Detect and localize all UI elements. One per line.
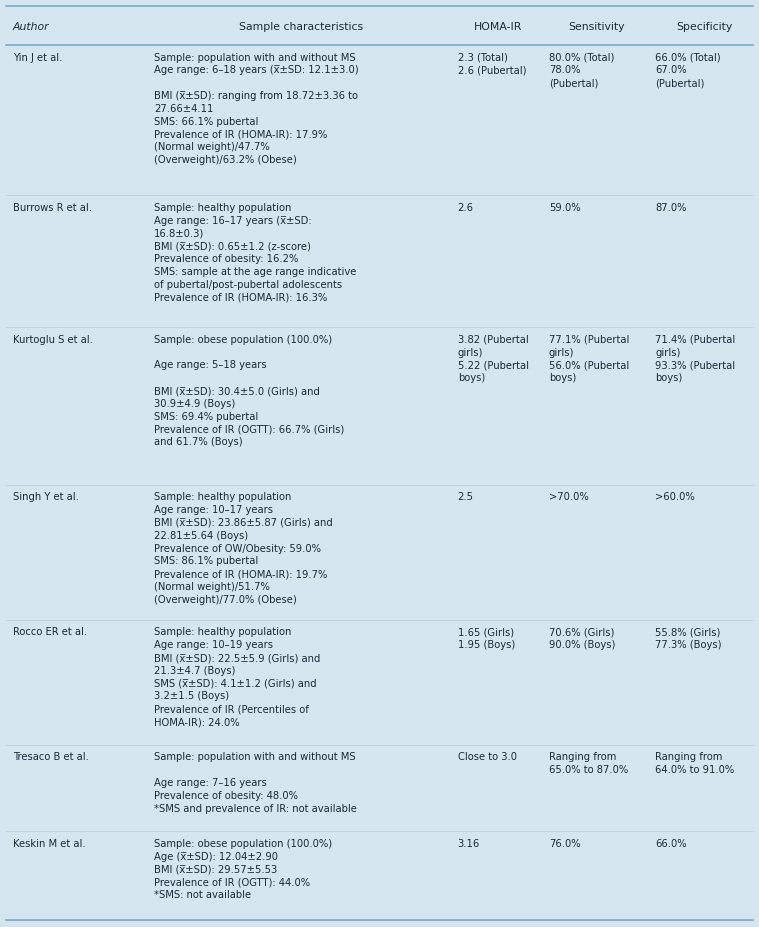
Text: 66.0%: 66.0% xyxy=(655,838,687,848)
Text: 59.0%: 59.0% xyxy=(549,203,581,212)
Text: Singh Y et al.: Singh Y et al. xyxy=(13,492,79,502)
Text: Sample: obese population (100.0%)

Age range: 5–18 years

BMI (x̅±SD): 30.4±5.0 : Sample: obese population (100.0%) Age ra… xyxy=(154,335,345,447)
Text: Kurtoglu S et al.: Kurtoglu S et al. xyxy=(13,335,93,345)
Text: 71.4% (Pubertal
girls)
93.3% (Pubertal
boys): 71.4% (Pubertal girls) 93.3% (Pubertal b… xyxy=(655,335,735,383)
Text: 87.0%: 87.0% xyxy=(655,203,687,212)
Text: 77.1% (Pubertal
girls)
56.0% (Pubertal
boys): 77.1% (Pubertal girls) 56.0% (Pubertal b… xyxy=(549,335,629,383)
Text: Sensitivity: Sensitivity xyxy=(568,21,625,32)
Text: Sample: obese population (100.0%)
Age (x̅±SD): 12.04±2.90
BMI (x̅±SD): 29.57±5.5: Sample: obese population (100.0%) Age (x… xyxy=(154,838,332,899)
Text: Author: Author xyxy=(12,21,49,32)
Text: Ranging from
65.0% to 87.0%: Ranging from 65.0% to 87.0% xyxy=(549,752,628,774)
Text: Yin J et al.: Yin J et al. xyxy=(13,53,62,62)
Text: 66.0% (Total)
67.0%
(Pubertal): 66.0% (Total) 67.0% (Pubertal) xyxy=(655,53,720,88)
Text: 76.0%: 76.0% xyxy=(549,838,581,848)
Text: Burrows R et al.: Burrows R et al. xyxy=(13,203,92,212)
Text: Tresaco B et al.: Tresaco B et al. xyxy=(13,752,89,762)
Text: Rocco ER et al.: Rocco ER et al. xyxy=(13,627,87,637)
Text: Sample: healthy population
Age range: 10–19 years
BMI (x̅±SD): 22.5±5.9 (Girls) : Sample: healthy population Age range: 10… xyxy=(154,627,320,726)
Text: HOMA-IR: HOMA-IR xyxy=(474,21,522,32)
Text: 2.6: 2.6 xyxy=(458,203,474,212)
Text: Keskin M et al.: Keskin M et al. xyxy=(13,838,86,848)
Text: 1.65 (Girls)
1.95 (Boys): 1.65 (Girls) 1.95 (Boys) xyxy=(458,627,515,650)
Text: Close to 3.0: Close to 3.0 xyxy=(458,752,517,762)
Text: 80.0% (Total)
78.0%
(Pubertal): 80.0% (Total) 78.0% (Pubertal) xyxy=(549,53,614,88)
Text: Sample characteristics: Sample characteristics xyxy=(239,21,363,32)
Text: Ranging from
64.0% to 91.0%: Ranging from 64.0% to 91.0% xyxy=(655,752,734,774)
Text: Sample: healthy population
Age range: 16–17 years (x̅±SD:
16.8±0.3)
BMI (x̅±SD):: Sample: healthy population Age range: 16… xyxy=(154,203,357,302)
Text: 2.5: 2.5 xyxy=(458,492,474,502)
Text: 3.82 (Pubertal
girls)
5.22 (Pubertal
boys): 3.82 (Pubertal girls) 5.22 (Pubertal boy… xyxy=(458,335,529,383)
Text: >70.0%: >70.0% xyxy=(549,492,588,502)
Text: Sample: population with and without MS
Age range: 6–18 years (x̅±SD: 12.1±3.0)

: Sample: population with and without MS A… xyxy=(154,53,359,165)
Text: Sample: population with and without MS

Age range: 7–16 years
Prevalence of obes: Sample: population with and without MS A… xyxy=(154,752,357,813)
Text: 2.3 (Total)
2.6 (Pubertal): 2.3 (Total) 2.6 (Pubertal) xyxy=(458,53,526,75)
Text: 55.8% (Girls)
77.3% (Boys): 55.8% (Girls) 77.3% (Boys) xyxy=(655,627,722,650)
Text: Specificity: Specificity xyxy=(676,21,732,32)
Text: 70.6% (Girls)
90.0% (Boys): 70.6% (Girls) 90.0% (Boys) xyxy=(549,627,615,650)
Text: 3.16: 3.16 xyxy=(458,838,480,848)
Text: >60.0%: >60.0% xyxy=(655,492,694,502)
Text: Sample: healthy population
Age range: 10–17 years
BMI (x̅±SD): 23.86±5.87 (Girls: Sample: healthy population Age range: 10… xyxy=(154,492,333,604)
